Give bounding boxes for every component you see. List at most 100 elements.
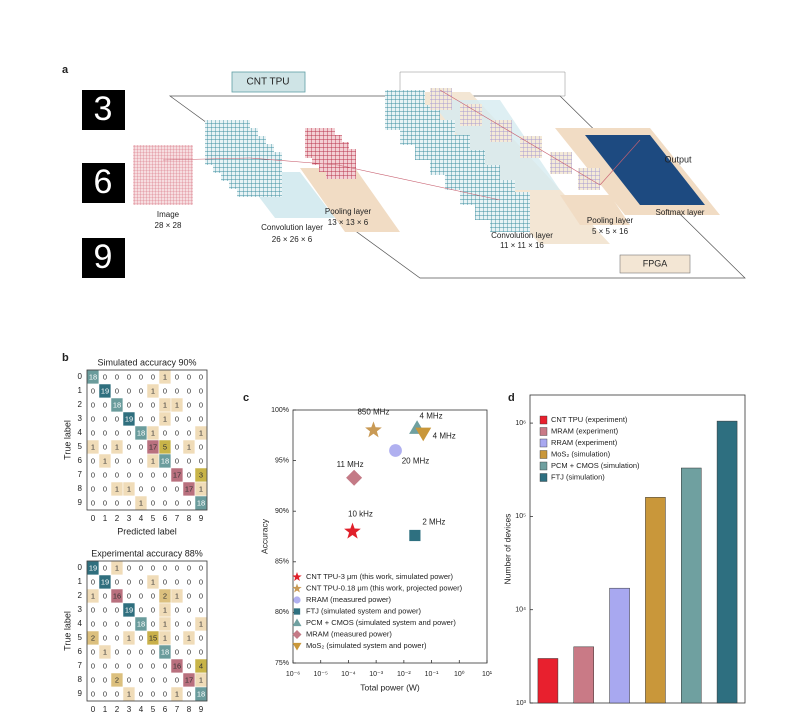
digit: 6 <box>94 163 113 201</box>
annotation: 4 MHz <box>420 411 443 420</box>
cell-label: 2 <box>163 591 167 600</box>
annotation: 850 MHz <box>357 407 389 416</box>
cell-label: 0 <box>139 675 143 684</box>
digit: 3 <box>94 90 113 128</box>
cell-label: 0 <box>127 498 131 507</box>
cell-label: 1 <box>175 591 179 600</box>
x-axis-label: Total power (W) <box>360 682 420 692</box>
y-tick-label: 95% <box>275 457 289 464</box>
point <box>409 529 421 542</box>
cell-label: 0 <box>151 647 155 656</box>
cell-label: 0 <box>187 428 191 437</box>
cell-label: 1 <box>199 428 203 437</box>
y-tick-label: 4 <box>78 428 83 437</box>
cell-label: 0 <box>199 372 203 381</box>
cell-label: 1 <box>175 400 179 409</box>
cell-label: 1 <box>127 633 131 642</box>
cell-label: 0 <box>139 591 143 600</box>
cell-label: 0 <box>103 605 107 614</box>
cell-label: 0 <box>103 661 107 670</box>
x-tick-label: 5 <box>151 705 156 714</box>
legend-swatch <box>539 415 548 425</box>
cell-label: 0 <box>163 689 167 698</box>
cell-label: 0 <box>139 442 143 451</box>
cell-label: 0 <box>187 647 191 656</box>
cell-label: 0 <box>151 400 155 409</box>
cell-label: 0 <box>115 577 119 586</box>
y-tick-label: 10⁴ <box>515 607 526 614</box>
cell-label: 5 <box>163 442 167 451</box>
cell-label: 17 <box>149 442 157 451</box>
bar <box>609 587 630 704</box>
cell-label: 0 <box>115 689 119 698</box>
cell-label: 18 <box>137 619 145 628</box>
cell-label: 18 <box>197 689 205 698</box>
legend-label: MoS₂ (simulated system and power) <box>306 641 427 650</box>
cell-label: 0 <box>175 484 179 493</box>
cell-label: 1 <box>91 591 95 600</box>
x-tick-label: 6 <box>163 705 168 714</box>
cell-label: 0 <box>127 661 131 670</box>
cell-label: 0 <box>139 605 143 614</box>
x-tick-label: 6 <box>163 514 168 523</box>
x-tick-label: 10⁻² <box>397 671 411 678</box>
cell-label: 0 <box>175 442 179 451</box>
y-tick-label: 5 <box>78 633 83 642</box>
cell-label: 0 <box>91 661 95 670</box>
y-tick-label: 10³ <box>516 700 527 707</box>
cell-label: 0 <box>199 647 203 656</box>
cell-label: 0 <box>91 689 95 698</box>
cell-label: 0 <box>103 470 107 479</box>
cell-label: 0 <box>187 400 191 409</box>
legend-swatch <box>539 438 548 448</box>
cell-label: 1 <box>151 386 155 395</box>
cell-label: 1 <box>163 633 167 642</box>
cell-label: 0 <box>175 386 179 395</box>
legend-label: FTJ (simulation) <box>551 472 605 481</box>
legend-label: RRAM (measured power) <box>306 595 392 604</box>
cell-label: 17 <box>185 675 193 684</box>
cell-label: 1 <box>163 619 167 628</box>
cell-label: 0 <box>199 400 203 409</box>
cell-label: 0 <box>175 675 179 684</box>
x-tick-label: 9 <box>199 514 204 523</box>
legend-label: PCM + CMOS (simulation) <box>551 461 640 470</box>
cell-label: 19 <box>125 605 133 614</box>
cell-label: 0 <box>163 498 167 507</box>
layer-name: Convolution layer <box>491 231 553 240</box>
legend-label: MRAM (measured power) <box>306 629 392 638</box>
annotation: 11 MHz <box>337 460 364 469</box>
cell-label: 0 <box>127 442 131 451</box>
cell-label: 0 <box>91 400 95 409</box>
cell-label: 0 <box>139 386 143 395</box>
cell-label: 0 <box>187 372 191 381</box>
cell-label: 0 <box>199 442 203 451</box>
cell-label: 18 <box>161 647 169 656</box>
x-tick-label: 8 <box>187 514 192 523</box>
point <box>389 444 402 457</box>
cell-label: 0 <box>163 577 167 586</box>
cell-label: 16 <box>173 661 181 670</box>
cell-label: 0 <box>187 414 191 423</box>
cell-label: 0 <box>175 498 179 507</box>
layer-size: 28 × 28 <box>155 221 182 230</box>
cell-label: 15 <box>149 633 157 642</box>
x-tick-label: 1 <box>103 705 108 714</box>
y-tick-label: 85% <box>275 559 289 566</box>
legend-label: FTJ (simulated system and power) <box>306 606 422 615</box>
plot-frame <box>292 409 488 664</box>
cell-label: 0 <box>187 689 191 698</box>
cell-label: 18 <box>197 498 205 507</box>
cell-label: 0 <box>91 577 95 586</box>
cell-label: 1 <box>91 442 95 451</box>
cell-label: 0 <box>91 484 95 493</box>
layer-name: Pooling layer <box>325 207 372 216</box>
cell-label: 0 <box>127 456 131 465</box>
cell-label: 0 <box>139 577 143 586</box>
cell-label: 18 <box>161 456 169 465</box>
cell-label: 0 <box>127 372 131 381</box>
cell-label: 0 <box>103 442 107 451</box>
layer-size: 13 × 13 × 6 <box>328 218 369 227</box>
cell-label: 2 <box>115 675 119 684</box>
